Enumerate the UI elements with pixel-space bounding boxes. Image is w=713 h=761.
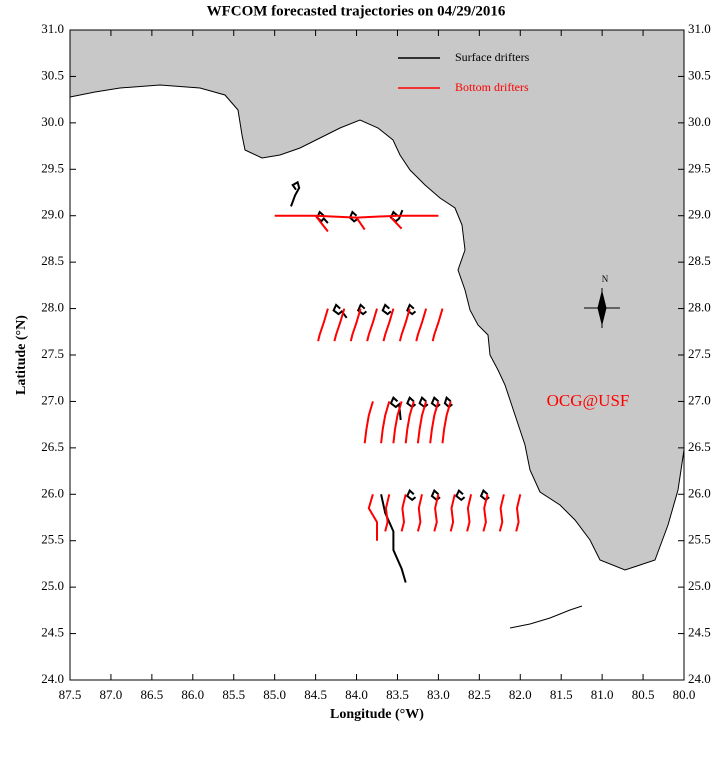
legend-label: Bottom drifters	[455, 80, 529, 94]
y-tick-label: 29.5	[688, 160, 711, 175]
land	[70, 30, 684, 629]
y-tick-label: 26.0	[41, 485, 64, 500]
y-tick-label: 30.0	[41, 114, 64, 129]
x-tick-label: 87.5	[59, 687, 82, 702]
x-tick-label: 82.5	[468, 687, 491, 702]
y-tick-label: 26.0	[688, 485, 711, 500]
y-tick-label: 31.0	[688, 21, 711, 36]
compass	[584, 288, 620, 328]
y-tick-label: 30.5	[41, 67, 64, 82]
x-tick-label: 83.5	[386, 687, 409, 702]
x-axis-label: Longitude (°W)	[330, 707, 424, 722]
y-tick-label: 25.5	[41, 532, 64, 547]
y-tick-label: 24.5	[41, 625, 64, 640]
y-tick-label: 28.0	[41, 300, 64, 315]
y-tick-label: 29.0	[41, 207, 64, 222]
x-tick-label: 84.0	[345, 687, 368, 702]
drifter-trajectory	[290, 180, 490, 583]
x-tick-label: 86.5	[140, 687, 163, 702]
y-tick-label: 24.0	[688, 671, 711, 686]
y-tick-label: 27.5	[688, 346, 711, 361]
y-tick-label: 24.5	[688, 625, 711, 640]
x-tick-label: 84.5	[304, 687, 327, 702]
x-tick-label: 87.0	[100, 687, 123, 702]
x-tick-label: 80.5	[632, 687, 655, 702]
y-tick-label: 27.5	[41, 346, 64, 361]
chart-title: WFCOM forecasted trajectories on 04/29/2…	[207, 3, 506, 19]
x-tick-label: 85.5	[222, 687, 245, 702]
drifter-trajectory	[274, 214, 522, 541]
y-tick-label: 25.0	[688, 578, 711, 593]
y-tick-label: 27.0	[688, 392, 711, 407]
x-tick-label: 80.0	[673, 687, 696, 702]
y-axis-label: Latitude (°N)	[14, 315, 29, 395]
x-tick-label: 86.0	[181, 687, 204, 702]
y-tick-label: 30.0	[688, 114, 711, 129]
y-tick-label: 28.5	[41, 253, 64, 268]
x-tick-label: 81.5	[550, 687, 573, 702]
y-tick-label: 28.5	[688, 253, 711, 268]
legend-label: Surface drifters	[455, 50, 530, 64]
y-tick-label: 30.5	[688, 67, 711, 82]
y-tick-label: 31.0	[41, 21, 64, 36]
y-tick-label: 29.0	[688, 207, 711, 222]
x-tick-label: 85.0	[263, 687, 286, 702]
x-tick-label: 81.0	[591, 687, 614, 702]
y-tick-label: 25.0	[41, 578, 64, 593]
y-tick-label: 25.5	[688, 532, 711, 547]
keys	[509, 605, 583, 629]
y-tick-label: 29.5	[41, 160, 64, 175]
y-tick-label: 26.5	[41, 439, 64, 454]
y-tick-label: 28.0	[688, 300, 711, 315]
y-tick-label: 27.0	[41, 392, 64, 407]
x-tick-label: 82.0	[509, 687, 532, 702]
y-tick-label: 24.0	[41, 671, 64, 686]
x-tick-label: 83.0	[427, 687, 450, 702]
compass-label: N	[602, 274, 609, 284]
y-tick-label: 26.5	[688, 439, 711, 454]
annotation: OCG@USF	[547, 391, 630, 410]
florida-land	[70, 30, 684, 571]
